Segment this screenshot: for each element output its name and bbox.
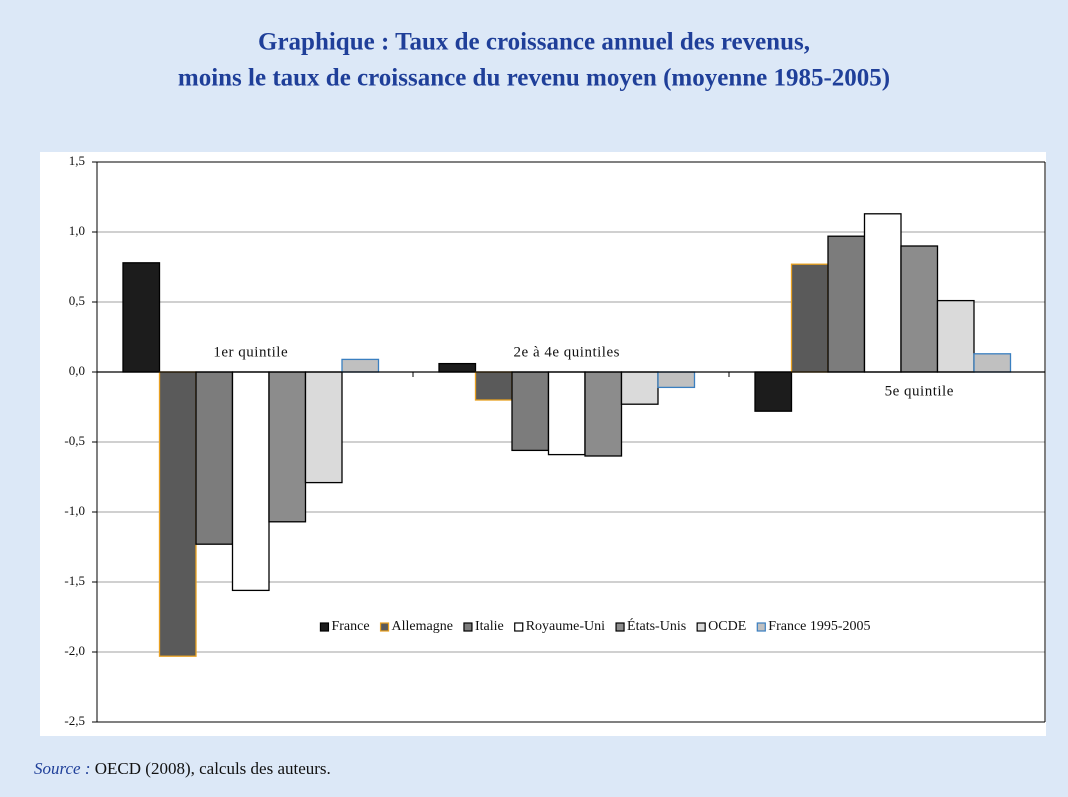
y-tick-label: 1,5 xyxy=(69,153,85,168)
bar xyxy=(657,371,696,389)
legend-label: États-Unis xyxy=(627,617,686,634)
legend-swatch xyxy=(379,622,390,632)
bar xyxy=(195,371,234,545)
legend-swatch xyxy=(514,622,524,632)
chart-title: moins le taux de croissance du revenu mo… xyxy=(178,65,890,92)
bar xyxy=(827,235,866,373)
legend-swatch xyxy=(615,622,625,632)
legend-label: Italie xyxy=(475,619,504,634)
legend-label: OCDE xyxy=(708,619,746,634)
source-text: OECD (2008), calculs des auteurs. xyxy=(95,759,331,778)
source: Source : OECD (2008), calculs des auteur… xyxy=(34,759,331,778)
bar xyxy=(973,353,1012,373)
bar xyxy=(620,371,659,405)
y-tick-label: -2,5 xyxy=(64,713,85,728)
bar xyxy=(790,263,829,373)
chart-title: Graphique : Taux de croissance annuel de… xyxy=(258,29,810,56)
bar xyxy=(122,262,161,373)
category-label: 1er quintile xyxy=(213,344,288,360)
y-tick-label: 0,5 xyxy=(69,293,85,308)
bar xyxy=(341,358,380,373)
bar xyxy=(474,371,513,401)
bar xyxy=(268,371,307,523)
bar xyxy=(231,371,270,592)
y-tick-label: -1,0 xyxy=(64,503,85,518)
bar xyxy=(547,371,586,456)
bar xyxy=(863,213,902,373)
y-tick-label: -0,5 xyxy=(64,433,85,448)
category-label: 2e à 4e quintiles xyxy=(514,344,620,360)
y-tick-label: 0,0 xyxy=(69,363,85,378)
source-label: Source : xyxy=(34,759,91,778)
legend-swatch xyxy=(756,622,766,632)
y-tick-label: -1,5 xyxy=(64,573,85,588)
bar xyxy=(158,371,197,657)
legend-label: France 1995-2005 xyxy=(768,619,870,634)
legend-label: France xyxy=(331,619,369,634)
bar xyxy=(754,371,793,412)
bar xyxy=(584,371,623,457)
bar xyxy=(511,371,550,452)
bar xyxy=(304,371,343,484)
bar xyxy=(900,245,939,373)
bar xyxy=(936,299,975,373)
legend-swatch xyxy=(319,622,330,632)
category-label: 5e quintile xyxy=(885,383,954,399)
legend-swatch xyxy=(463,622,473,632)
legend-swatch xyxy=(696,622,706,632)
legend-label: Royaume-Uni xyxy=(526,619,605,634)
y-tick-label: 1,0 xyxy=(69,223,85,238)
y-tick-label: -2,0 xyxy=(64,643,85,658)
bar xyxy=(438,362,477,373)
legend-label: Allemagne xyxy=(392,619,453,634)
